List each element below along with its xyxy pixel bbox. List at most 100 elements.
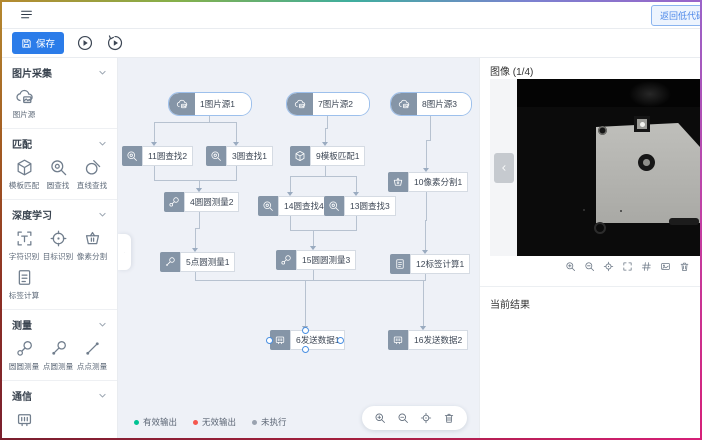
flow-node[interactable]: 1图片源1 bbox=[168, 92, 252, 116]
results-title: 当前结果 bbox=[490, 300, 530, 311]
top-bar: 返回低代码 bbox=[2, 2, 702, 29]
collapse-sidebar-handle[interactable] bbox=[118, 234, 131, 270]
sidebar-section: 图片采集图片源 bbox=[2, 58, 117, 129]
node-label: 10像素分割1 bbox=[408, 172, 469, 192]
sidebar-item-pixel-segment[interactable]: 像素分割 bbox=[75, 229, 109, 262]
selection-handle[interactable] bbox=[266, 337, 273, 344]
flow-node[interactable]: 3圆查找1 bbox=[206, 146, 273, 166]
delete-icon bbox=[443, 412, 455, 424]
edge-segment bbox=[290, 230, 314, 231]
back-to-lowcode-button[interactable]: 返回低代码 bbox=[650, 5, 702, 26]
chevron-down-icon bbox=[98, 320, 107, 329]
cloud-image-icon bbox=[15, 87, 34, 106]
cloud-image-icon bbox=[287, 93, 313, 115]
results-panel: 当前结果 bbox=[480, 286, 700, 438]
viewer-locate-button[interactable] bbox=[603, 261, 614, 272]
edge-segment bbox=[425, 220, 427, 221]
chevron-left-icon bbox=[500, 162, 508, 174]
status-legend: 有效输出 无效输出 未执行 bbox=[134, 416, 287, 428]
menu-icon[interactable] bbox=[20, 8, 33, 21]
sidebar-item-ocr[interactable]: 字符识别 bbox=[7, 229, 41, 262]
sidebar-section-title[interactable]: 匹配 bbox=[2, 129, 117, 155]
edge-segment bbox=[305, 280, 306, 327]
sidebar-section-title[interactable]: 测量 bbox=[2, 310, 117, 336]
tool-sidebar: 图片采集图片源匹配模板匹配 圆查找 直线查找深度学习字符识别 目标识别 像素分割标签计算… bbox=[2, 58, 118, 438]
sidebar-item-template-match[interactable]: 模板匹配 bbox=[7, 158, 41, 191]
send-data-icon bbox=[270, 330, 290, 350]
sidebar-item-cloud-image[interactable]: 图片源 bbox=[7, 87, 41, 120]
flow-node[interactable]: 15圆圆测量3 bbox=[276, 250, 357, 270]
sidebar-item-circle-circle-measure[interactable]: 圆圆测量 bbox=[7, 339, 41, 372]
plate-hook bbox=[594, 222, 606, 234]
flow-node[interactable]: 11圆查找2 bbox=[122, 146, 194, 166]
flow-node[interactable]: 10像素分割1 bbox=[388, 172, 469, 192]
plate-bracket bbox=[634, 116, 650, 132]
legend-dot bbox=[134, 419, 139, 425]
legend-item: 有效输出 bbox=[134, 416, 177, 428]
flow-node[interactable]: 13圆查找3 bbox=[324, 196, 396, 216]
circle-find-icon bbox=[262, 200, 274, 212]
sidebar-item-point-circle-measure[interactable]: 点圆测量 bbox=[41, 339, 75, 372]
sidebar-item-label-calc[interactable]: 标签计算 bbox=[7, 268, 41, 301]
sidebar-section-title[interactable]: 通信 bbox=[2, 381, 117, 407]
point-point-measure-icon bbox=[83, 339, 102, 358]
viewer-delete-button[interactable] bbox=[679, 261, 690, 272]
sidebar-item-protocol[interactable] bbox=[7, 410, 41, 432]
prev-image-button[interactable] bbox=[494, 153, 514, 183]
edge-arrow bbox=[233, 142, 239, 146]
label-calc-icon bbox=[15, 268, 34, 287]
flow-canvas[interactable]: 有效输出 无效输出 未执行 1图片源1 7图片源2 8图片源3 11圆查找2 3圆查找1 9模… bbox=[118, 58, 479, 438]
edge-segment bbox=[426, 192, 427, 220]
node-label: 6发送数据1 bbox=[290, 330, 346, 350]
canvas-delete-button[interactable] bbox=[443, 412, 455, 424]
zoom-in-icon bbox=[374, 412, 386, 424]
flow-node[interactable]: 8图片源3 bbox=[390, 92, 472, 116]
flow-node[interactable]: 12标签计算1 bbox=[390, 254, 471, 274]
flow-node[interactable]: 14圆查找4 bbox=[258, 196, 330, 216]
edge-segment bbox=[313, 270, 314, 280]
chevron-down-icon bbox=[98, 391, 107, 400]
selection-handle[interactable] bbox=[302, 346, 309, 353]
node-label: 3圆查找1 bbox=[226, 146, 273, 166]
edge-segment bbox=[325, 128, 328, 129]
cloud-image-icon bbox=[176, 98, 188, 110]
viewer-grid-button[interactable] bbox=[641, 261, 652, 272]
flow-node[interactable]: 9模板匹配1 bbox=[290, 146, 366, 166]
circle-circle-measure-icon bbox=[15, 339, 34, 358]
viewer-toolbar bbox=[565, 261, 690, 272]
edge-segment bbox=[154, 180, 200, 181]
flow-node[interactable]: 5点圆测量1 bbox=[160, 252, 236, 272]
camera-image bbox=[517, 79, 700, 256]
canvas-locate-button[interactable] bbox=[420, 412, 432, 424]
flow-node[interactable]: 16发送数据2 bbox=[388, 330, 469, 350]
image-highlight bbox=[629, 81, 671, 107]
sidebar-item-line-find[interactable]: 直线查找 bbox=[75, 158, 109, 191]
sidebar-item-label: 点点测量 bbox=[76, 362, 108, 371]
sidebar-section-title[interactable]: 深度学习 bbox=[2, 200, 117, 226]
sidebar-item-point-point-measure[interactable]: 点点测量 bbox=[75, 339, 109, 372]
edge-segment bbox=[325, 176, 357, 177]
canvas-zoom-out-button[interactable] bbox=[397, 412, 409, 424]
selection-handle[interactable] bbox=[337, 337, 344, 344]
sidebar-section-title[interactable]: 图片采集 bbox=[2, 58, 117, 84]
selection-handle[interactable] bbox=[302, 327, 309, 334]
legend-label: 有效输出 bbox=[143, 417, 178, 427]
template-match-icon bbox=[294, 150, 306, 162]
flow-node[interactable]: 4圆圆测量2 bbox=[164, 192, 240, 212]
sidebar-item-label: 模板匹配 bbox=[8, 181, 40, 190]
flow-node[interactable]: 6发送数据1 bbox=[266, 327, 346, 353]
step-run-button[interactable] bbox=[106, 34, 124, 52]
sidebar-item-target-detect[interactable]: 目标识别 bbox=[41, 229, 75, 262]
save-button[interactable]: 保存 bbox=[12, 32, 65, 54]
edge-segment bbox=[290, 216, 291, 230]
sidebar-item-circle-find[interactable]: 圆查找 bbox=[41, 158, 75, 191]
viewer-zoom-in-button[interactable] bbox=[565, 261, 576, 272]
canvas-zoom-in-button[interactable] bbox=[374, 412, 386, 424]
viewer-snapshot-button[interactable] bbox=[660, 261, 671, 272]
viewer-zoom-out-button[interactable] bbox=[584, 261, 595, 272]
edge-arrow bbox=[151, 142, 157, 146]
run-button[interactable] bbox=[76, 34, 94, 52]
flow-node[interactable]: 7图片源2 bbox=[286, 92, 370, 116]
viewer-fullscreen-button[interactable] bbox=[622, 261, 633, 272]
